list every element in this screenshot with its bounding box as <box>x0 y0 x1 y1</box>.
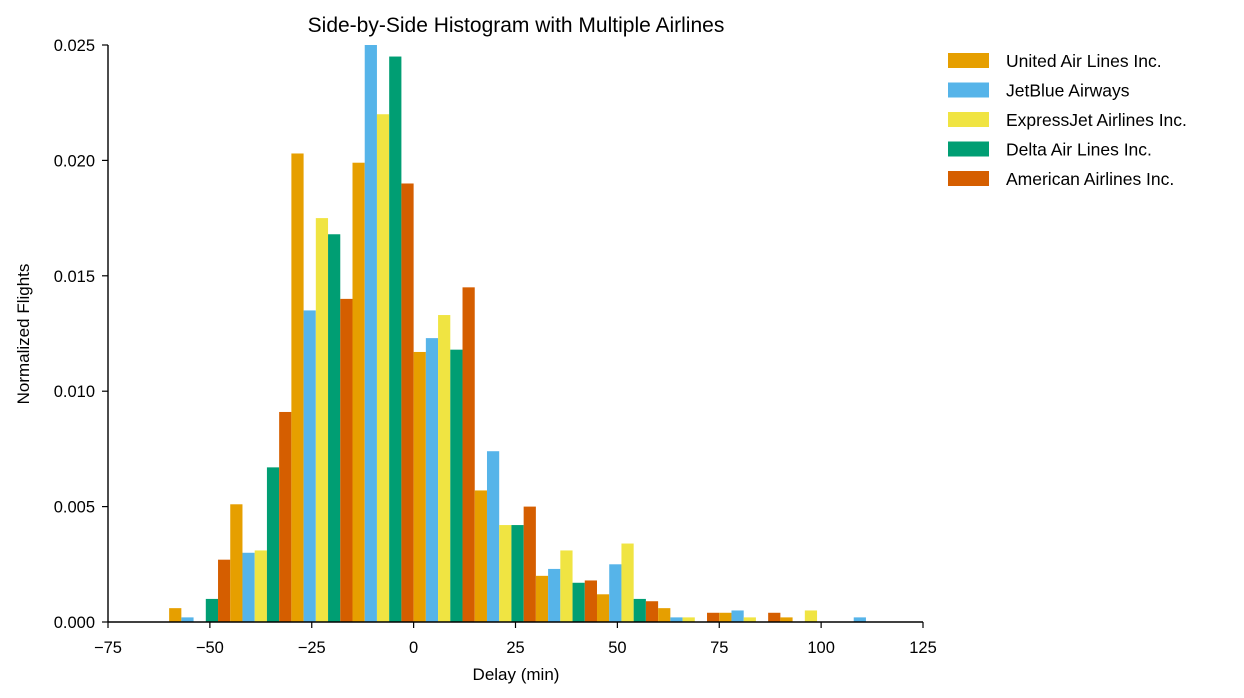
bar <box>389 56 402 623</box>
y-tick-label: 0.020 <box>54 152 95 170</box>
bar <box>474 490 487 622</box>
x-tick-label: 50 <box>608 639 626 657</box>
bar <box>169 608 182 622</box>
legend-label: American Airlines Inc. <box>1006 169 1174 189</box>
bar <box>780 617 793 622</box>
x-tick-label: 0 <box>409 639 418 657</box>
legend-label: Delta Air Lines Inc. <box>1006 140 1152 160</box>
bar <box>560 550 573 622</box>
legend-swatch <box>948 82 989 98</box>
bar <box>486 451 500 622</box>
bar <box>804 610 818 622</box>
x-tick-label: 25 <box>506 639 524 657</box>
bar <box>266 467 280 622</box>
bar <box>303 310 316 622</box>
bar <box>364 45 377 622</box>
bar <box>242 552 255 622</box>
x-ticks: −75 −50 −25 0 25 50 75 100 125 <box>94 622 937 657</box>
x-tick-label: −25 <box>298 639 326 657</box>
x-tick-label: 100 <box>807 639 835 657</box>
y-tick-label: 0.000 <box>54 614 95 632</box>
bar <box>462 287 475 622</box>
bar <box>597 594 610 622</box>
legend-swatch <box>948 141 989 157</box>
y-tick-label: 0.010 <box>54 383 95 401</box>
bars <box>169 45 866 623</box>
x-tick-label: 75 <box>710 639 728 657</box>
x-tick-label: 125 <box>909 639 937 657</box>
x-tick-label: −50 <box>196 639 224 657</box>
bar <box>511 525 524 622</box>
bar <box>535 575 549 622</box>
bar <box>413 351 426 622</box>
bar <box>731 610 744 622</box>
y-tick-label: 0.025 <box>54 37 95 55</box>
bar <box>438 315 451 622</box>
bar <box>205 598 219 622</box>
bar <box>218 559 231 622</box>
legend-label: ExpressJet Airlines Inc. <box>1006 110 1187 130</box>
bar <box>291 153 304 623</box>
bar <box>621 543 634 622</box>
bar <box>572 582 585 622</box>
bar <box>376 114 390 623</box>
bar <box>401 183 414 623</box>
bar <box>523 506 536 622</box>
legend-label: United Air Lines Inc. <box>1006 51 1162 71</box>
bar <box>340 298 353 622</box>
bar <box>658 608 671 622</box>
bar <box>633 598 646 622</box>
bar <box>279 411 292 622</box>
bar <box>181 617 194 622</box>
bar <box>707 612 720 622</box>
bar <box>609 564 622 622</box>
bar <box>254 550 267 622</box>
y-ticks: 0.000 0.005 0.010 0.015 0.020 0.025 <box>54 37 108 632</box>
legend: United Air Lines Inc. JetBlue Airways Expr… <box>948 51 1187 189</box>
legend-swatch <box>948 53 989 68</box>
bar <box>450 349 463 622</box>
bar <box>425 338 439 622</box>
bar <box>230 504 243 622</box>
bar <box>768 612 781 622</box>
bar <box>670 617 683 622</box>
bar <box>645 601 659 622</box>
bar <box>548 568 561 622</box>
y-tick-label: 0.005 <box>54 499 95 517</box>
y-tick-label: 0.015 <box>54 268 95 286</box>
y-axis-label: Normalized Flights <box>14 264 33 405</box>
bar <box>719 612 732 622</box>
legend-swatch <box>948 112 989 127</box>
bar <box>328 234 341 622</box>
bar <box>315 218 329 622</box>
x-axis-label: Delay (min) <box>473 665 560 684</box>
bar <box>352 162 365 622</box>
legend-label: JetBlue Airways <box>1006 81 1130 101</box>
bar <box>584 580 597 622</box>
chart-title: Side-by-Side Histogram with Multiple Air… <box>308 14 725 37</box>
bar <box>499 525 512 622</box>
x-tick-label: −75 <box>94 639 122 657</box>
bar <box>743 617 756 622</box>
bar <box>853 617 866 622</box>
bar <box>682 617 695 622</box>
legend-swatch <box>948 171 989 186</box>
